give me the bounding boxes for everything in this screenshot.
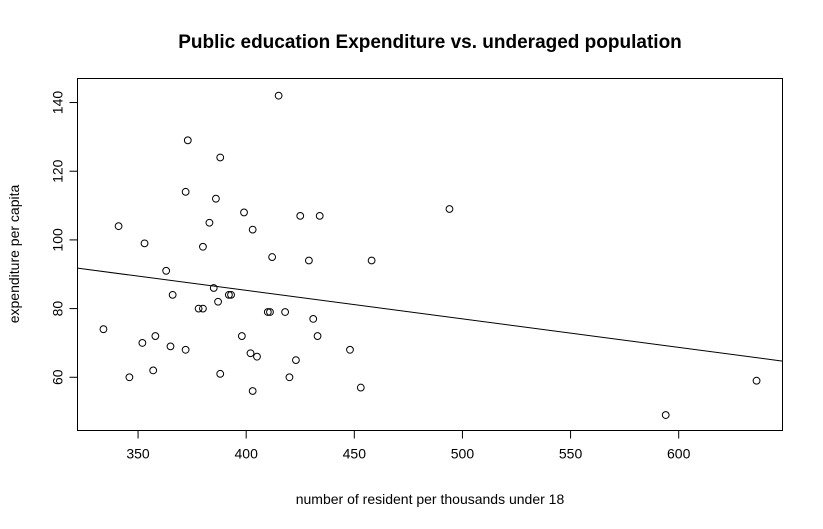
data-point: [445, 205, 454, 213]
data-point: [274, 91, 283, 100]
data-point: [367, 256, 376, 265]
data-point: [194, 304, 203, 313]
data-point: [315, 211, 324, 220]
y-tick-label: 60: [50, 369, 66, 385]
data-point: [263, 308, 272, 316]
data-point: [162, 266, 171, 275]
data-point: [149, 366, 158, 375]
data-point: [114, 222, 123, 231]
data-point: [205, 218, 214, 227]
data-point: [212, 194, 220, 203]
data-point: [166, 342, 175, 351]
data-point: [285, 373, 294, 382]
x-tick-label: 500: [451, 446, 475, 462]
data-point: [752, 376, 761, 385]
data-point: [248, 387, 257, 395]
x-tick-label: 600: [667, 446, 691, 462]
plot-frame: [77, 78, 783, 431]
y-tick-label: 80: [50, 301, 66, 317]
data-point: [181, 345, 190, 354]
data-point: [309, 314, 318, 323]
x-tick-label: 400: [235, 446, 259, 462]
data-point: [313, 332, 322, 340]
regression-line-layer: [77, 267, 783, 362]
data-point: [214, 297, 222, 306]
data-point: [661, 411, 670, 419]
data-point: [199, 242, 207, 251]
data-points-layer: [99, 91, 761, 419]
data-point: [281, 308, 290, 316]
y-tick-label: 140: [50, 91, 66, 115]
chart-title: Public education Expenditure vs. underag…: [178, 32, 682, 53]
data-point: [248, 225, 257, 234]
data-point: [268, 253, 277, 261]
data-point: [168, 290, 177, 299]
data-point: [216, 153, 225, 162]
data-point: [224, 290, 233, 299]
regression-line: [77, 267, 783, 362]
data-point: [292, 356, 300, 365]
data-point: [125, 373, 134, 382]
y-tick-label: 120: [50, 159, 66, 183]
x-tick-label: 450: [343, 446, 367, 462]
data-point: [99, 325, 108, 334]
data-point: [183, 136, 192, 145]
data-point: [296, 211, 305, 220]
data-point: [253, 352, 261, 361]
y-axis: 60 80 100 120 140: [50, 91, 78, 385]
x-axis-label: number of resident per thousands under 1…: [296, 491, 565, 507]
data-point: [240, 208, 248, 217]
x-axis: 350 400 450 500 550 600: [126, 430, 691, 462]
data-point: [216, 369, 225, 378]
data-point: [346, 345, 354, 354]
data-point: [266, 308, 274, 316]
data-point: [246, 349, 255, 358]
y-tick-label: 100: [50, 228, 66, 252]
data-point: [138, 339, 147, 347]
data-point: [151, 332, 160, 340]
y-axis-label: expenditure per capita: [6, 185, 22, 324]
x-tick-label: 550: [559, 446, 583, 462]
data-point: [209, 284, 218, 292]
x-tick-label: 350: [126, 446, 150, 462]
data-point: [356, 383, 365, 392]
data-point: [304, 256, 313, 265]
data-point: [227, 290, 235, 299]
data-point: [237, 332, 246, 340]
data-point: [140, 239, 149, 248]
data-point: [181, 187, 190, 196]
data-point: [199, 304, 207, 313]
